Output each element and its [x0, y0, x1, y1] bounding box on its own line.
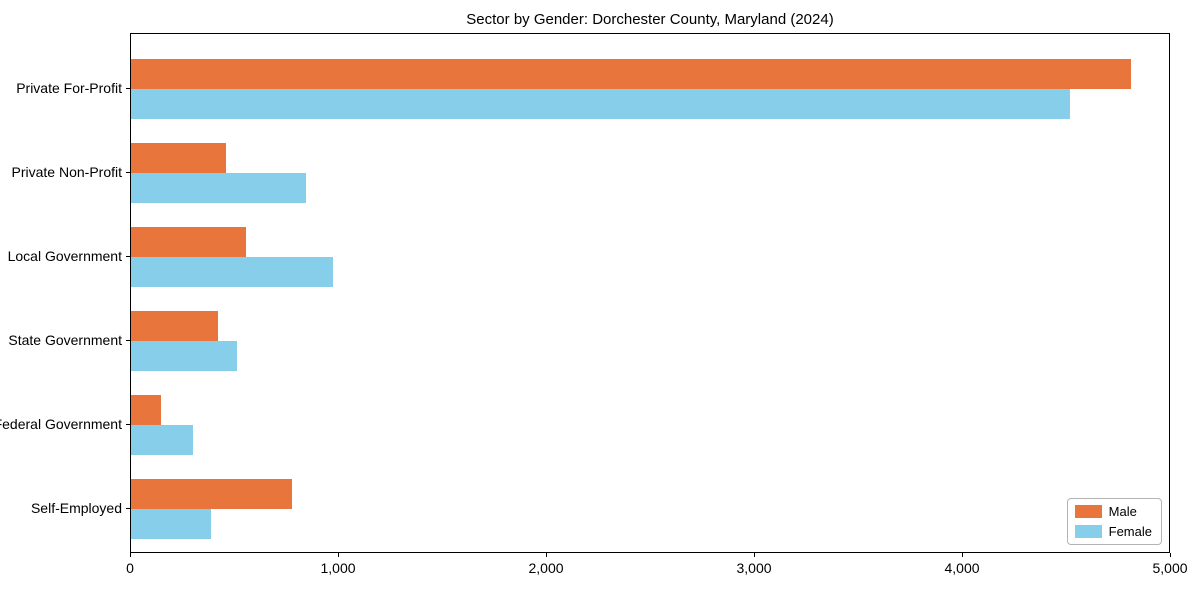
legend-swatch-male [1074, 505, 1102, 518]
bar-male-private-for-profit [131, 59, 1132, 89]
bar-female-state-government [131, 341, 238, 371]
legend-swatch-female [1074, 525, 1102, 538]
x-tick-label-5-000: 5,000 [1152, 560, 1188, 576]
y-tick-mark [126, 256, 130, 257]
x-tick-label-2-000: 2,000 [528, 560, 564, 576]
bar-male-private-non-profit [131, 143, 226, 173]
x-tick-mark [130, 553, 131, 557]
y-tick-label-local-government: Local Government [7, 248, 122, 264]
y-tick-label-federal-government: Federal Government [0, 416, 122, 432]
x-tick-mark [754, 553, 755, 557]
y-tick-label-self-employed: Self-Employed [30, 500, 122, 516]
legend-item-female: Female [1074, 524, 1152, 539]
y-tick-mark [126, 172, 130, 173]
chart-title: Sector by Gender: Dorchester County, Mar… [466, 11, 834, 28]
legend-label-female: Female [1108, 524, 1152, 539]
legend-label-male: Male [1108, 504, 1137, 519]
x-tick-mark [962, 553, 963, 557]
bar-female-federal-government [131, 425, 194, 455]
y-tick-mark [126, 88, 130, 89]
x-tick-label-4-000: 4,000 [944, 560, 980, 576]
bar-female-private-for-profit [131, 89, 1071, 119]
bar-female-private-non-profit [131, 173, 306, 203]
x-tick-label-3-000: 3,000 [736, 560, 772, 576]
legend: Male Female [1066, 498, 1162, 545]
y-tick-label-private-non-profit: Private Non-Profit [11, 164, 122, 180]
y-tick-mark [126, 424, 130, 425]
bar-female-self-employed [131, 509, 212, 539]
bar-male-self-employed [131, 479, 293, 509]
x-tick-mark [338, 553, 339, 557]
y-tick-label-private-for-profit: Private For-Profit [16, 80, 122, 96]
plot-area: Male Female [130, 33, 1170, 553]
legend-item-male: Male [1074, 504, 1152, 519]
x-tick-label-1-000: 1,000 [320, 560, 356, 576]
x-tick-mark [1170, 553, 1171, 557]
y-tick-label-state-government: State Government [8, 332, 122, 348]
x-tick-label-0: 0 [126, 560, 134, 576]
y-tick-mark [126, 340, 130, 341]
bar-male-state-government [131, 311, 219, 341]
bar-male-federal-government [131, 395, 162, 425]
bar-male-local-government [131, 227, 247, 257]
bar-female-local-government [131, 257, 333, 287]
y-tick-mark [126, 508, 130, 509]
x-tick-mark [546, 553, 547, 557]
